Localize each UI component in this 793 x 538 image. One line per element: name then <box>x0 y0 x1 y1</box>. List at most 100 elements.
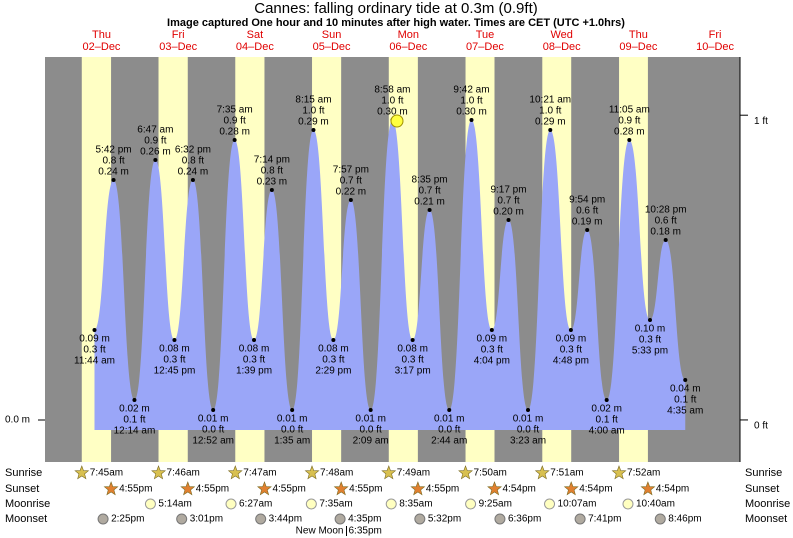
tide-point <box>410 338 415 342</box>
moonset-time: 7:41pm <box>588 514 621 525</box>
tide-point <box>447 408 452 412</box>
tide-label: 0.1 ft <box>596 415 618 426</box>
moonset-time: 4:35pm <box>348 514 381 525</box>
tide-label: 0.9 ft <box>224 116 246 127</box>
row-label: Sunrise <box>745 467 782 479</box>
tide-label: 0.28 m <box>614 127 645 138</box>
tide-label: 0.7 ft <box>340 176 362 187</box>
tide-label: 1.0 ft <box>460 96 482 107</box>
sun-icon <box>611 465 627 480</box>
sunrise-time: 7:51am <box>550 468 583 479</box>
tide-label: 2:29 pm <box>315 366 351 377</box>
moonset-icon <box>414 513 426 525</box>
tide-point <box>469 118 474 122</box>
moonset-time: 3:44pm <box>269 514 302 525</box>
tide-label: 6:47 am <box>137 125 173 136</box>
tide-label: 0.9 ft <box>144 136 166 147</box>
date-label: 09–Dec <box>619 41 657 53</box>
tide-label: 0.26 m <box>140 147 171 158</box>
moonset-icon <box>176 513 188 525</box>
sunset-time: 4:55pm <box>119 484 152 495</box>
tide-label: 0.3 ft <box>322 355 344 366</box>
tide-label: 3:23 am <box>510 436 546 447</box>
tide-point <box>663 238 668 242</box>
tide-label: 0.8 ft <box>102 156 124 167</box>
tide-point <box>331 338 336 342</box>
row-label: Moonset <box>5 513 47 525</box>
tide-area <box>94 120 686 430</box>
tide-point <box>368 408 373 412</box>
tide-label: 0.01 m <box>513 414 544 425</box>
tide-label: 9:42 am <box>453 85 489 96</box>
tide-label: 0.3 ft <box>83 345 105 356</box>
moonset-icon <box>654 513 666 525</box>
tide-point <box>153 158 158 162</box>
tide-label: 0.30 m <box>456 107 487 118</box>
tide-point <box>348 198 353 202</box>
tide-label: 10:21 am <box>529 95 571 106</box>
sunset-time: 4:54pm <box>656 484 689 495</box>
moonrise-icon <box>385 498 397 510</box>
tide-label: 12:45 pm <box>154 366 196 377</box>
day-label: Sun <box>322 29 342 41</box>
tide-point <box>269 188 274 192</box>
sun-icon <box>534 465 550 480</box>
sun-icon <box>180 481 196 496</box>
tide-label: 0.18 m <box>650 227 681 238</box>
tide-label: 9:54 pm <box>569 195 605 206</box>
moonrise-time: 7:35am <box>319 499 352 510</box>
sunset-time: 4:54pm <box>579 484 612 495</box>
tide-label: 0.8 ft <box>261 166 283 177</box>
y-tick-label: 0.0 m <box>5 415 30 426</box>
sun-icon <box>563 481 579 496</box>
date-label: 10–Dec <box>696 41 734 53</box>
tide-label: 0.3 ft <box>560 345 582 356</box>
tide-label: 0.08 m <box>159 344 190 355</box>
tide-point <box>647 318 652 322</box>
sun-icon <box>410 481 426 496</box>
tide-label: 0.09 m <box>556 334 587 345</box>
tide-label: 4:04 pm <box>474 356 510 367</box>
moonrise-icon <box>622 498 634 510</box>
tide-label: 0.09 m <box>477 334 508 345</box>
tide-point <box>568 328 573 332</box>
date-label: 03–Dec <box>159 41 197 53</box>
tide-label: 5:33 pm <box>632 346 668 357</box>
tide-label: 6:32 pm <box>175 145 211 156</box>
tide-label: 0.7 ft <box>497 196 519 207</box>
tide-label: 1.0 ft <box>539 106 561 117</box>
tide-label: 0.01 m <box>434 414 465 425</box>
tide-label: 0.7 ft <box>418 186 440 197</box>
tide-point <box>211 408 216 412</box>
sun-icon <box>487 481 503 496</box>
tide-point <box>92 328 97 332</box>
sun-icon <box>333 481 349 496</box>
moon-phase-time: 6:35pm <box>348 526 381 537</box>
moonrise-time: 6:27am <box>239 499 272 510</box>
tide-label: 4:48 pm <box>553 356 589 367</box>
chart-title: Cannes: falling ordinary tide at 0.3m (0… <box>254 0 537 17</box>
day-label: Thu <box>92 29 111 41</box>
tide-point <box>232 138 237 142</box>
tide-label: 10:28 pm <box>645 205 687 216</box>
tide-point <box>604 398 609 402</box>
tide-label: 7:35 am <box>217 105 253 116</box>
tide-label: 1:39 pm <box>236 366 272 377</box>
tide-point <box>290 408 295 412</box>
tide-label: 5:42 pm <box>95 145 131 156</box>
tide-label: 0.0 ft <box>438 425 460 436</box>
tide-point <box>548 128 553 132</box>
sunset-time: 4:55pm <box>196 484 229 495</box>
moonset-time: 2:25pm <box>111 514 144 525</box>
moonset-time: 8:46pm <box>668 514 701 525</box>
moonrise-icon <box>465 498 477 510</box>
tide-label: 0.08 m <box>239 344 270 355</box>
row-label: Moonrise <box>745 498 790 510</box>
tide-label: 1.0 ft <box>302 106 324 117</box>
day-label: Sat <box>247 29 264 41</box>
sunset-time: 4:55pm <box>426 484 459 495</box>
tide-label: 0.01 m <box>355 414 386 425</box>
tide-label: 12:52 am <box>192 436 234 447</box>
moonrise-time: 8:35am <box>399 499 432 510</box>
